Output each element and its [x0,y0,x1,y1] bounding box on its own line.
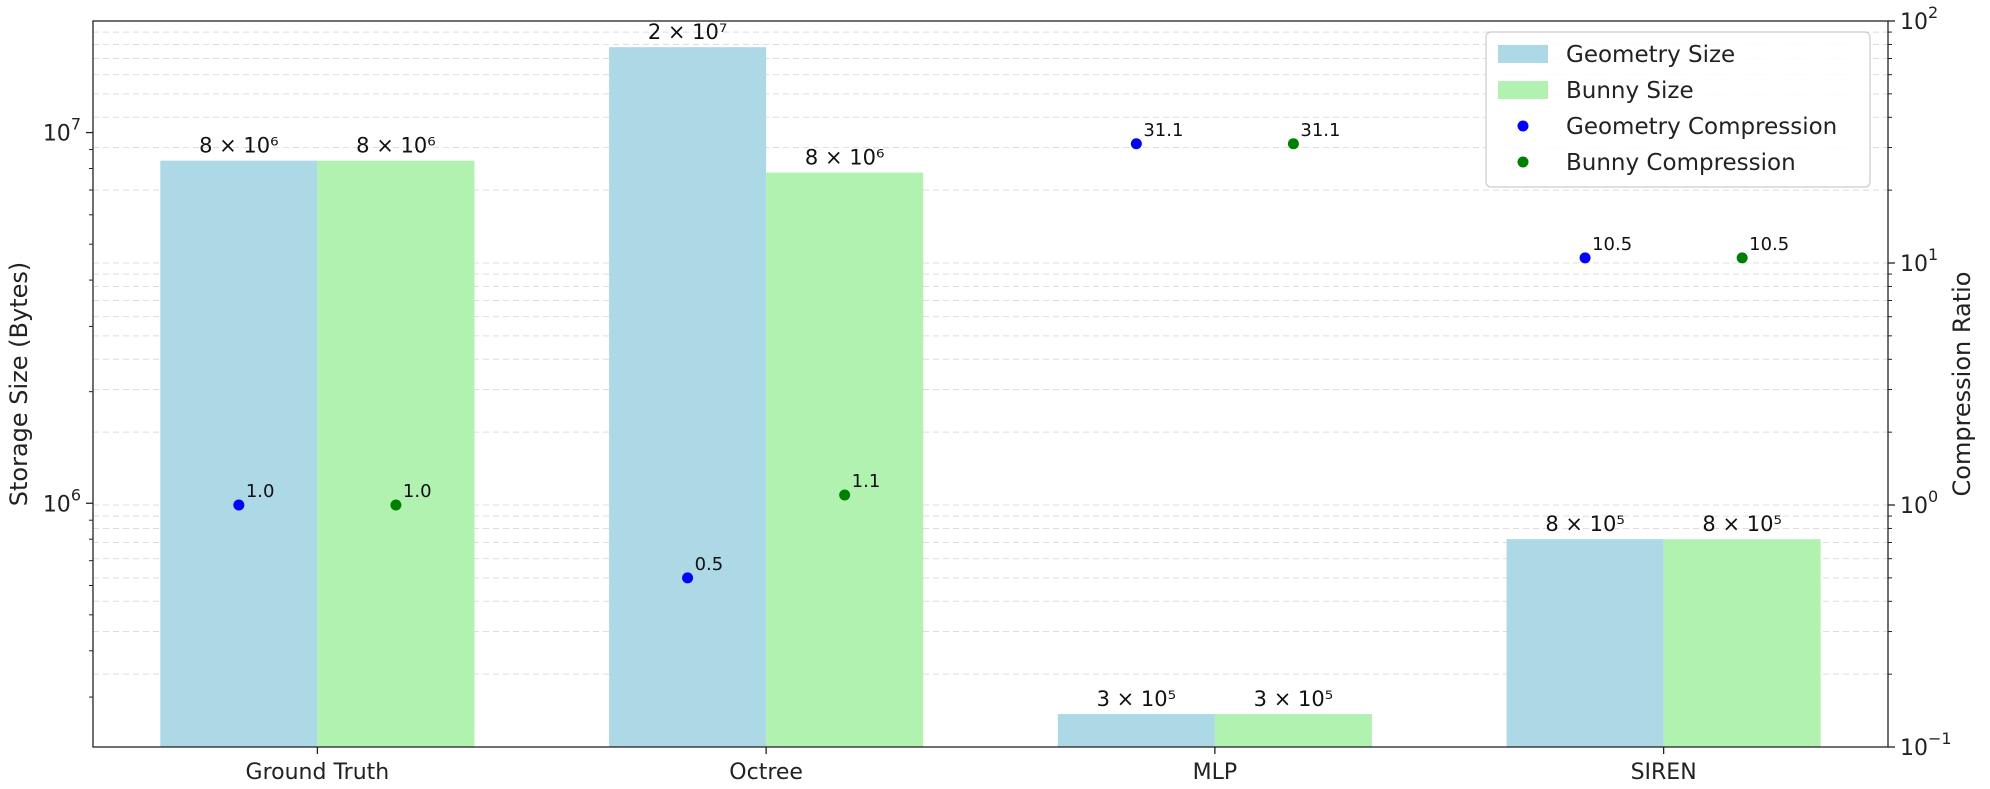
legend-label-0: Geometry Size [1566,42,1735,68]
y-tick-label-1-exp: 7 [71,115,81,134]
point-label-0-2: 31.1 [1143,120,1183,141]
point-label-1-3: 10.5 [1749,234,1789,255]
bar-0-0 [160,161,317,747]
legend-swatch-1 [1498,81,1548,99]
y2-axis-title: Compression Ratio [1948,272,1976,497]
legend-swatch-0 [1498,45,1548,63]
y-tick-label-1: 107 [43,115,81,147]
point-0-0 [233,500,244,511]
y2-tick-label-0-exp: −1 [1928,729,1952,748]
bar-1-1 [766,173,923,747]
y2-tick-label-1-base: 10 [1900,494,1928,519]
y-tick-label-0: 106 [43,485,81,517]
x-tick-label-3: SIREN [1631,760,1697,785]
y2-tick-label-3-base: 10 [1900,10,1928,35]
bar-label-0-2: 3 × 10⁵ [1097,687,1176,711]
point-0-1 [682,572,693,583]
bar-1-0 [317,161,474,747]
bar-label-1-0: 8 × 10⁶ [356,134,435,158]
x-tick-label-2: MLP [1193,760,1238,785]
legend: Geometry Size Bunny Size Geometry Compress… [1486,32,1870,187]
y-axis-title: Storage Size (Bytes) [5,262,33,507]
point-label-1-0: 1.0 [403,481,432,502]
y2-tick-label-3-exp: 2 [1928,3,1938,22]
point-0-2 [1131,138,1142,149]
point-label-0-1: 0.5 [695,554,724,575]
bar-1-2 [1215,714,1372,747]
bar-0-1 [609,47,766,747]
point-label-0-3: 10.5 [1592,234,1632,255]
point-label-0-0: 1.0 [246,481,275,502]
y-tick-label-0-base: 10 [43,492,71,517]
y-tick-label-0-exp: 6 [71,485,81,504]
bar-1-3 [1664,539,1821,747]
legend-label-3: Bunny Compression [1566,150,1796,176]
y-tick-label-1-base: 10 [43,122,71,147]
point-1-2 [1288,138,1299,149]
bar-label-1-1: 8 × 10⁶ [805,146,884,170]
y2-tick-label-1: 100 [1900,487,1938,519]
y2-tick-label-2-exp: 1 [1928,245,1938,264]
legend-marker-3 [1518,157,1529,168]
y2-tick-label-3: 102 [1900,3,1938,35]
point-1-1 [839,489,850,500]
bar-0-3 [1507,539,1664,747]
bar-label-0-0: 8 × 10⁶ [199,134,278,158]
y2-tick-label-0: 10−1 [1900,729,1952,761]
legend-label-1: Bunny Size [1566,78,1694,104]
y2-tick-label-1-exp: 0 [1928,487,1938,506]
bar-0-2 [1058,714,1215,747]
y2-tick-label-0-base: 10 [1900,736,1928,761]
y2-tick-label-2-base: 10 [1900,252,1928,277]
bar-label-0-1: 2 × 10⁷ [648,20,727,44]
legend-label-2: Geometry Compression [1566,114,1837,140]
y2-tick-label-2: 101 [1900,245,1938,277]
point-0-3 [1580,252,1591,263]
point-1-3 [1737,252,1748,263]
legend-marker-2 [1518,121,1529,132]
point-label-1-1: 1.1 [852,471,881,492]
point-label-1-2: 31.1 [1300,120,1340,141]
point-1-0 [390,500,401,511]
bar-label-1-2: 3 × 10⁵ [1254,687,1333,711]
bar-label-1-3: 8 × 10⁵ [1702,512,1781,536]
bar-label-0-3: 8 × 10⁵ [1545,512,1624,536]
x-tick-label-0: Ground Truth [246,760,390,785]
x-tick-label-1: Octree [729,760,803,785]
